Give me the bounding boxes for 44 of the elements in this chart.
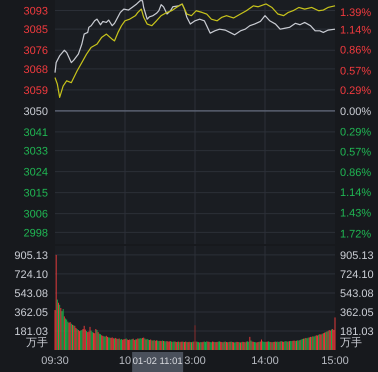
y-tick-label: 3093: [24, 6, 48, 18]
y2-tick-label: 1.14%: [340, 24, 372, 37]
y-tick-label: 3033: [24, 146, 48, 158]
line-series: [54, 0, 336, 74]
y2-tick-label: 905.13: [340, 250, 374, 262]
y-tick-label: 3059: [24, 84, 48, 97]
y-tick-label: 3050: [24, 106, 48, 118]
x-tick-label: 15:00: [321, 355, 349, 367]
x-tick-label: 14:00: [251, 355, 279, 367]
y-tick-label: 905.13: [14, 250, 48, 262]
y-tick-label: 543.08: [14, 288, 48, 300]
y-tick-label: 3076: [24, 45, 48, 58]
y2-tick-label: 1.14%: [340, 187, 372, 200]
y-tick-label: 3085: [24, 24, 48, 36]
y2-tick-label: 181.03: [340, 326, 374, 338]
y-tick-label: 724.10: [14, 268, 48, 281]
y2-tick-label: 0.86%: [340, 167, 372, 180]
y2-tick-label: 1.39%: [340, 6, 372, 19]
y-tick-label: 362.05: [14, 306, 48, 319]
y-tick-label: 181.03: [14, 326, 48, 338]
y2-tick-label: 1.43%: [340, 208, 372, 220]
x-tick-label: 09:30: [41, 355, 69, 367]
y-tick-label: 3024: [24, 166, 48, 179]
y-tick-label: 3068: [24, 64, 48, 76]
y-tick-label: 3041: [24, 126, 48, 139]
y-tick-label: 3015: [24, 188, 48, 200]
y2-tick-label: 0.86%: [340, 44, 372, 57]
y2-tick-label: 543.08: [340, 288, 374, 300]
y2-tick-label: 724.10: [340, 268, 374, 281]
y2-tick-label: 1.72%: [340, 228, 372, 240]
x-tick-label: 3:00: [184, 355, 206, 367]
x-tick-label: 10: [118, 355, 132, 367]
y-axis-title: 万手: [26, 336, 48, 349]
y-tick-label: 3006: [24, 208, 48, 221]
y2-tick-label: 0.57%: [340, 65, 372, 78]
y2-tick-label: 0.57%: [340, 146, 372, 158]
line-series: [54, 3, 336, 98]
y2-tick-label: 0.29%: [340, 85, 372, 98]
y2-tick-label: 0.29%: [340, 126, 372, 139]
text: 01-02 11:01: [132, 356, 183, 367]
y-tick-label: 2998: [24, 227, 48, 240]
y2-tick-label: 0.00%: [340, 106, 372, 118]
y2-axis-title: 万手: [340, 336, 362, 349]
y2-tick-label: 362.05: [340, 306, 374, 319]
